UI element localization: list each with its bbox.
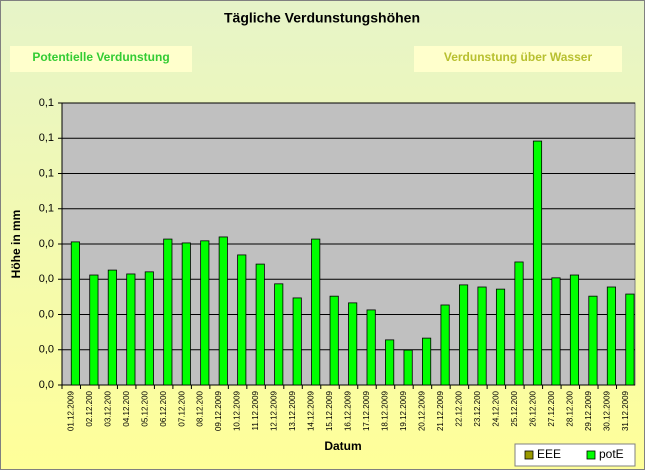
bar bbox=[107, 269, 117, 386]
bar bbox=[200, 240, 210, 386]
bar bbox=[70, 241, 80, 386]
bar bbox=[292, 297, 302, 386]
legend-label: EEE bbox=[537, 447, 561, 461]
x-axis-label: Datum bbox=[324, 439, 361, 453]
y-tick-label: 0,0 bbox=[39, 379, 54, 391]
annotation: Verdunstung über Wasser bbox=[444, 50, 593, 64]
bar bbox=[274, 283, 284, 386]
bar bbox=[606, 286, 616, 386]
x-tick-label: 15.12.2009 bbox=[325, 390, 334, 431]
y-tick-label: 0,1 bbox=[39, 203, 54, 215]
x-tick-label: 26.12.200 bbox=[528, 390, 537, 426]
bar bbox=[551, 277, 561, 386]
annotation: Potentielle Verdunstung bbox=[32, 50, 169, 64]
bar bbox=[311, 238, 321, 386]
bar bbox=[366, 309, 376, 386]
x-tick-label: 14.12.2009 bbox=[307, 390, 316, 431]
bar bbox=[348, 302, 358, 386]
bar bbox=[459, 284, 469, 386]
bar bbox=[495, 288, 506, 386]
x-tick-label: 13.12.2009 bbox=[288, 390, 297, 431]
bar bbox=[477, 286, 487, 386]
x-tick-label: 07.12.200 bbox=[177, 390, 186, 426]
x-tick-label: 21.12.2009 bbox=[436, 390, 445, 431]
bar bbox=[588, 295, 598, 386]
bar bbox=[514, 261, 524, 386]
x-tick-label: 04.12.200 bbox=[122, 390, 131, 426]
x-tick-label: 27.12.200 bbox=[547, 390, 556, 426]
x-tick-label: 02.12.200 bbox=[85, 390, 94, 426]
bar bbox=[144, 271, 154, 386]
x-tick-label: 30.12.2009 bbox=[602, 390, 611, 431]
y-axis-label: Höhe in mm bbox=[9, 210, 23, 279]
x-tick-label: 18.12.2009 bbox=[381, 390, 390, 431]
x-tick-label: 23.12.200 bbox=[473, 390, 482, 426]
legend-swatch bbox=[586, 450, 596, 460]
bar bbox=[163, 238, 173, 386]
bar bbox=[329, 295, 339, 386]
y-tick-label: 0,1 bbox=[39, 167, 54, 179]
y-tick-label: 0,1 bbox=[39, 97, 54, 109]
bar bbox=[532, 140, 543, 386]
legend-swatch bbox=[524, 450, 534, 460]
bar bbox=[218, 236, 228, 386]
x-tick-label: 08.12.200 bbox=[196, 390, 205, 426]
x-tick-label: 20.12.2009 bbox=[418, 390, 427, 431]
x-tick-label: 19.12.2009 bbox=[399, 390, 408, 431]
x-tick-label: 03.12.200 bbox=[103, 390, 112, 426]
x-tick-label: 11.12.2009 bbox=[251, 390, 260, 430]
bar bbox=[385, 339, 395, 386]
y-tick-label: 0,0 bbox=[39, 238, 54, 250]
x-tick-label: 31.12.2009 bbox=[621, 390, 630, 431]
y-tick-label: 0,0 bbox=[39, 344, 54, 356]
y-tick-label: 0,1 bbox=[39, 132, 54, 144]
x-tick-label: 17.12.2009 bbox=[362, 390, 371, 431]
x-tick-label: 25.12.200 bbox=[510, 390, 519, 426]
chart-title: Tägliche Verdunstungshöhen bbox=[224, 10, 420, 26]
x-tick-label: 01.12.2009 bbox=[66, 390, 75, 431]
x-tick-label: 24.12.200 bbox=[491, 390, 500, 426]
legend bbox=[514, 443, 636, 467]
x-tick-label: 29.12.2009 bbox=[584, 390, 593, 431]
x-tick-label: 22.12.200 bbox=[455, 390, 464, 426]
bar bbox=[181, 242, 191, 386]
bar bbox=[625, 293, 635, 386]
x-tick-label: 10.12.2009 bbox=[233, 390, 242, 431]
x-tick-label: 12.12.2009 bbox=[270, 390, 279, 431]
bar bbox=[126, 273, 136, 386]
bar bbox=[569, 274, 580, 386]
legend-label: potE bbox=[599, 447, 624, 461]
annotation-box bbox=[10, 46, 192, 72]
y-tick-label: 0,0 bbox=[39, 308, 54, 320]
bar bbox=[89, 274, 99, 386]
x-tick-label: 28.12.200 bbox=[565, 390, 574, 426]
x-tick-label: 05.12.200 bbox=[140, 390, 149, 426]
bar bbox=[403, 349, 413, 386]
x-tick-label: 09.12.2009 bbox=[214, 390, 223, 431]
x-tick-label: 06.12.200 bbox=[159, 390, 168, 426]
x-tick-label: 16.12.2009 bbox=[344, 390, 353, 431]
bar bbox=[255, 263, 265, 386]
annotation-box bbox=[414, 46, 622, 72]
bar bbox=[440, 304, 450, 386]
bar bbox=[422, 337, 432, 386]
bar bbox=[237, 254, 247, 386]
y-tick-label: 0,0 bbox=[39, 273, 54, 285]
